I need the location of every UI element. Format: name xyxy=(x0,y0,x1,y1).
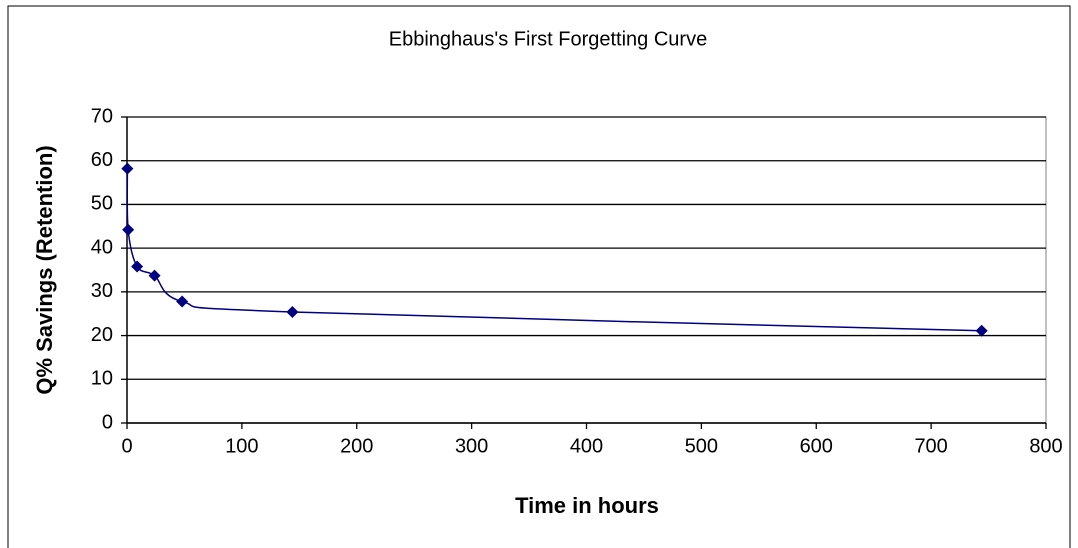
chart-frame xyxy=(7,5,1071,548)
x-tick-label: 0 xyxy=(121,435,132,457)
data-point xyxy=(148,269,161,282)
data-point xyxy=(176,295,189,308)
x-tick-label: 600 xyxy=(800,435,833,457)
data-point xyxy=(122,223,135,236)
y-tick-label: 60 xyxy=(91,149,113,171)
x-axis-label: Time in hours xyxy=(515,493,659,518)
x-tick-label: 700 xyxy=(914,435,947,457)
x-tick-label: 300 xyxy=(455,435,488,457)
data-line xyxy=(126,168,982,332)
y-tick-label: 0 xyxy=(102,411,113,433)
x-tick-label: 500 xyxy=(685,435,718,457)
y-tick-label: 40 xyxy=(91,236,113,258)
y-axis-label: Q% Savings (Retention) xyxy=(32,145,57,394)
data-point xyxy=(286,305,299,318)
y-tick-label: 20 xyxy=(91,324,113,346)
data-point xyxy=(975,324,988,337)
data-point xyxy=(121,162,134,175)
y-tick-label: 50 xyxy=(91,193,113,215)
x-tick-label: 100 xyxy=(225,435,258,457)
x-tick-label: 800 xyxy=(1029,435,1062,457)
y-tick-label: 70 xyxy=(91,105,113,127)
chart-title: Ebbinghaus's First Forgetting Curve xyxy=(389,28,707,50)
data-point xyxy=(131,260,144,273)
y-tick-label: 10 xyxy=(91,368,113,390)
x-tick-label: 400 xyxy=(570,435,603,457)
x-tick-label: 200 xyxy=(340,435,373,457)
y-tick-label: 30 xyxy=(91,280,113,302)
